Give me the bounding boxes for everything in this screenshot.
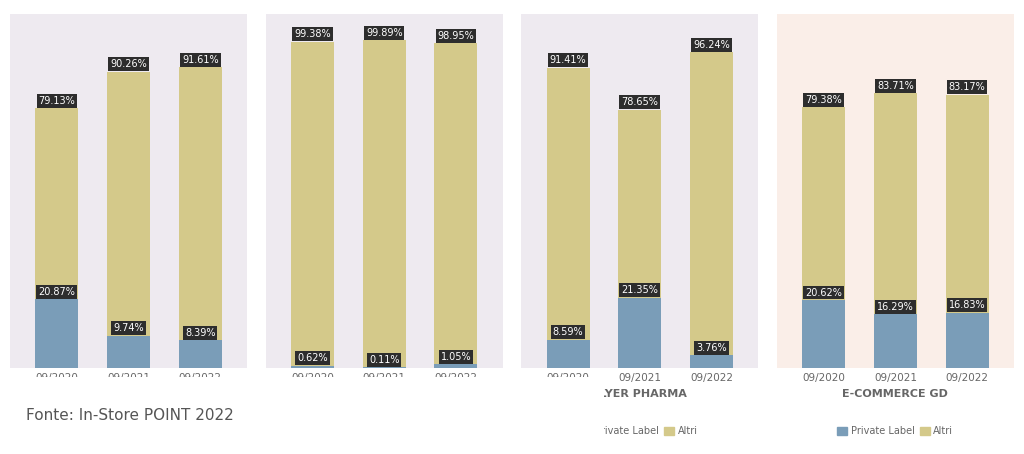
Text: 78.65%: 78.65% [622, 97, 658, 107]
Bar [434, 364, 477, 368]
Bar [945, 95, 988, 368]
Text: 20.62%: 20.62% [805, 287, 842, 297]
Bar [108, 72, 151, 368]
Bar [108, 336, 151, 368]
X-axis label: E-COMMERCE GD: E-COMMERCE GD [843, 389, 948, 399]
Text: 98.95%: 98.95% [437, 31, 474, 41]
Bar [36, 109, 79, 368]
Bar [434, 43, 477, 368]
Text: 99.89%: 99.89% [366, 28, 402, 38]
Legend: Private Label, Altri: Private Label, Altri [578, 422, 701, 440]
Bar [618, 110, 662, 368]
Bar [873, 93, 916, 368]
Bar [690, 355, 733, 368]
Bar [291, 42, 334, 368]
Text: 3.76%: 3.76% [696, 343, 727, 353]
Bar [690, 52, 733, 368]
Text: Fonte: In-Store POINT 2022: Fonte: In-Store POINT 2022 [26, 408, 233, 423]
Text: 8.59%: 8.59% [553, 327, 584, 337]
Bar [802, 300, 845, 368]
Bar [179, 340, 222, 368]
Text: 83.71%: 83.71% [877, 81, 913, 91]
X-axis label: FLYER PHARMA: FLYER PHARMA [592, 389, 687, 399]
Legend: Private Label, Altri: Private Label, Altri [323, 422, 446, 440]
Text: 83.17%: 83.17% [949, 83, 985, 93]
FancyBboxPatch shape [0, 377, 604, 454]
X-axis label: FLYER ISS: FLYER ISS [98, 389, 159, 399]
Text: 8.39%: 8.39% [185, 328, 215, 338]
Text: 9.74%: 9.74% [114, 323, 144, 333]
Bar [547, 68, 590, 368]
Text: 20.87%: 20.87% [39, 286, 76, 296]
Bar [802, 108, 845, 368]
Text: 91.61%: 91.61% [182, 55, 218, 65]
Text: 21.35%: 21.35% [622, 285, 658, 295]
Text: 1.05%: 1.05% [440, 352, 471, 362]
Legend: Private Label, Altri: Private Label, Altri [67, 422, 190, 440]
Bar [618, 298, 662, 368]
Text: 99.38%: 99.38% [294, 29, 331, 39]
Legend: Private Label, Altri: Private Label, Altri [834, 422, 957, 440]
Text: 90.26%: 90.26% [111, 59, 147, 69]
Text: 79.38%: 79.38% [805, 95, 842, 105]
Bar [179, 67, 222, 368]
Bar [945, 312, 988, 368]
Text: 16.29%: 16.29% [877, 302, 913, 312]
Text: 0.11%: 0.11% [369, 355, 399, 365]
Bar [362, 40, 406, 368]
Text: 0.62%: 0.62% [297, 353, 328, 363]
Text: 96.24%: 96.24% [693, 39, 730, 49]
X-axis label: FLYER DRUG: FLYER DRUG [346, 389, 423, 399]
Bar [873, 314, 916, 368]
Bar [291, 366, 334, 368]
Text: 91.41%: 91.41% [550, 55, 587, 65]
Bar [547, 340, 590, 368]
Bar [36, 299, 79, 368]
Text: 79.13%: 79.13% [39, 96, 75, 106]
Text: 16.83%: 16.83% [949, 300, 985, 310]
